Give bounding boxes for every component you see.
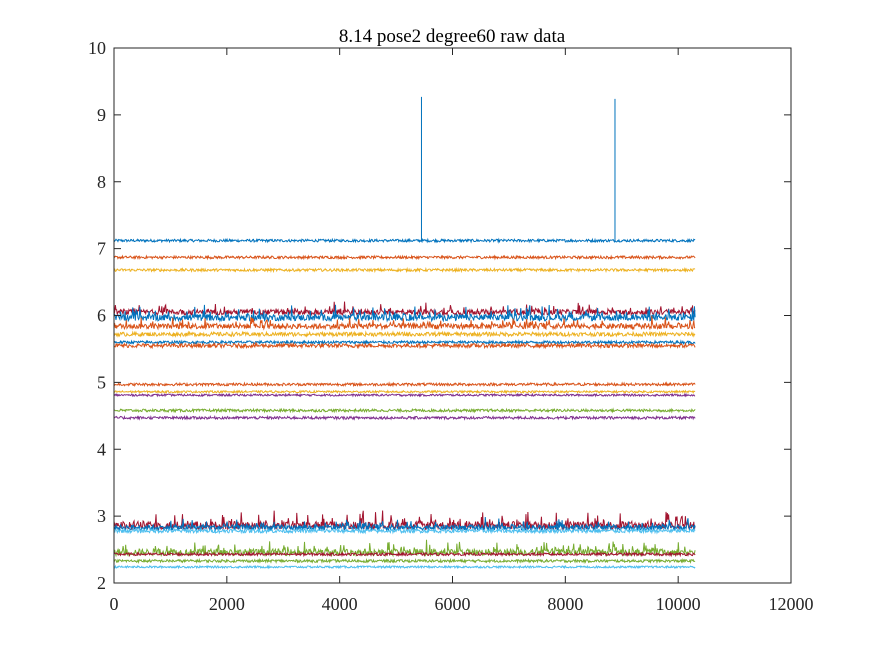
y-tick-label: 3 bbox=[97, 506, 106, 526]
series-line-20 bbox=[114, 557, 696, 565]
series-line-21 bbox=[114, 564, 696, 570]
x-tick-label: 0 bbox=[110, 594, 119, 614]
series-line-7 bbox=[114, 330, 696, 339]
series-line-6 bbox=[114, 315, 696, 331]
series-line-15 bbox=[114, 510, 696, 532]
x-tick-label: 10000 bbox=[656, 594, 701, 614]
series-line-3 bbox=[114, 266, 696, 274]
y-tick-label: 5 bbox=[97, 372, 106, 392]
x-tick-label: 6000 bbox=[435, 594, 471, 614]
series-line-13 bbox=[114, 407, 696, 414]
series-line-14 bbox=[114, 414, 696, 421]
series-line-2 bbox=[114, 254, 696, 261]
y-tick-label: 6 bbox=[97, 306, 106, 326]
series-line-16 bbox=[114, 516, 696, 533]
series-line-12 bbox=[114, 392, 696, 398]
series-line-10 bbox=[114, 381, 696, 388]
series-line-17 bbox=[114, 527, 696, 535]
x-tick-label: 8000 bbox=[547, 594, 583, 614]
y-tick-label: 2 bbox=[97, 573, 106, 593]
chart-title: 8.14 pose2 degree60 raw data bbox=[339, 26, 566, 47]
series-line-9 bbox=[114, 341, 696, 350]
series-line-8 bbox=[114, 339, 696, 346]
series-line-4 bbox=[114, 301, 696, 317]
series-line-11 bbox=[114, 389, 696, 395]
x-tick-label: 12000 bbox=[769, 594, 814, 614]
series-line-1 bbox=[114, 96, 696, 244]
x-tick-label: 4000 bbox=[322, 594, 358, 614]
y-tick-label: 10 bbox=[88, 38, 106, 58]
y-tick-label: 8 bbox=[97, 172, 106, 192]
x-tick-label: 2000 bbox=[209, 594, 245, 614]
series-layer bbox=[114, 96, 696, 570]
y-tick-label: 4 bbox=[97, 439, 106, 459]
y-tick-label: 7 bbox=[97, 239, 106, 259]
series-line-19 bbox=[114, 550, 696, 558]
axes: 0 2000 4000 6000 8000 10000 12000 2 3 4 5 6 7 8 9 10 bbox=[88, 38, 814, 614]
series-line-18 bbox=[114, 539, 696, 558]
series-line-5 bbox=[114, 304, 696, 323]
y-tick-label: 9 bbox=[97, 105, 106, 125]
